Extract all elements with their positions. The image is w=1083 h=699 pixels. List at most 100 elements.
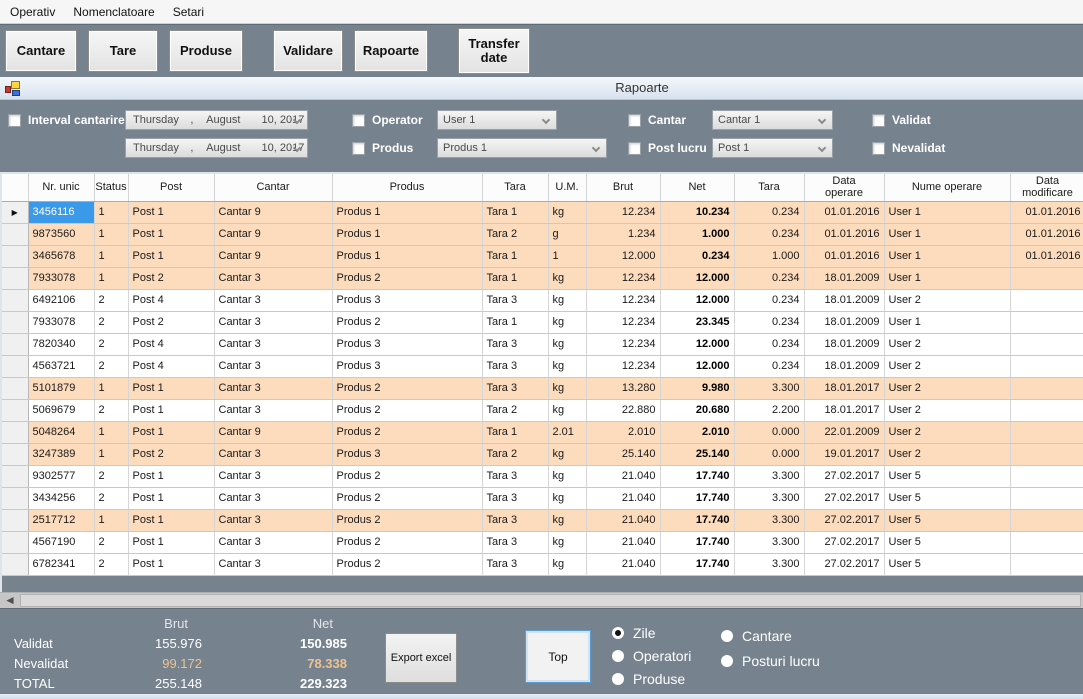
cell-cantar[interactable]: Cantar 3 [214, 509, 333, 532]
cell-status[interactable]: 2 [94, 399, 129, 422]
cell-produs[interactable]: Produs 3 [332, 333, 483, 356]
cell-nume_operare[interactable]: User 2 [884, 421, 1011, 444]
cell-produs[interactable]: Produs 3 [332, 355, 483, 378]
radio-circle-icon[interactable] [721, 630, 733, 642]
cell-nr_unic[interactable]: 4563721 [28, 355, 95, 378]
cell-data_operare[interactable]: 27.02.2017 [804, 553, 885, 576]
cell-brut[interactable]: 12.000 [586, 245, 661, 268]
cell-nume_operare[interactable]: User 2 [884, 377, 1011, 400]
cell-tara2[interactable]: 3.300 [734, 553, 805, 576]
cell-produs[interactable]: Produs 2 [332, 311, 483, 334]
cell-tara[interactable]: Tara 3 [482, 509, 549, 532]
cell-brut[interactable]: 21.040 [586, 553, 661, 576]
cell-produs[interactable]: Produs 2 [332, 509, 483, 532]
cell-data_modificare[interactable]: 01.01.2016 [1010, 201, 1083, 224]
cell-net[interactable]: 20.680 [660, 399, 735, 422]
radio-produse[interactable]: Produse [612, 671, 691, 687]
radio-cantare[interactable]: Cantare [721, 628, 820, 644]
cell-data_modificare[interactable] [1010, 399, 1083, 422]
cell-produs[interactable]: Produs 2 [332, 487, 483, 510]
row-selector-cell[interactable] [2, 333, 29, 356]
column-header-brut[interactable]: Brut [586, 174, 661, 202]
cell-status[interactable]: 2 [94, 311, 129, 334]
table-row[interactable]: 3247389 1 Post 2 Cantar 3 Produs 3 Tara 2 kg 25… [2, 443, 1083, 466]
column-header-um[interactable]: U.M. [548, 174, 587, 202]
table-row[interactable]: 2517712 1 Post 1 Cantar 3 Produs 2 Tara 3 kg 21… [2, 509, 1083, 532]
cell-post[interactable]: Post 1 [128, 553, 215, 576]
cell-data_modificare[interactable] [1010, 355, 1083, 378]
cell-post[interactable]: Post 4 [128, 333, 215, 356]
cell-um[interactable]: g [548, 223, 587, 246]
row-selector-cell[interactable] [2, 289, 29, 312]
scroll-left-icon[interactable]: ◄ [4, 593, 16, 607]
cell-net[interactable]: 23.345 [660, 311, 735, 334]
cell-nume_operare[interactable]: User 2 [884, 289, 1011, 312]
cell-cantar[interactable]: Cantar 3 [214, 487, 333, 510]
cell-um[interactable]: kg [548, 509, 587, 532]
cell-status[interactable]: 1 [94, 443, 129, 466]
cell-net[interactable]: 17.740 [660, 465, 735, 488]
cell-nume_operare[interactable]: User 1 [884, 245, 1011, 268]
cantare-button[interactable]: Cantare [5, 30, 77, 72]
cell-status[interactable]: 1 [94, 377, 129, 400]
cell-data_operare[interactable]: 27.02.2017 [804, 531, 885, 554]
cell-nr_unic[interactable]: 5101879 [28, 377, 95, 400]
cell-produs[interactable]: Produs 3 [332, 443, 483, 466]
row-selector-cell[interactable] [2, 355, 29, 378]
cell-brut[interactable]: 25.140 [586, 443, 661, 466]
cell-cantar[interactable]: Cantar 3 [214, 553, 333, 576]
cell-nume_operare[interactable]: User 5 [884, 487, 1011, 510]
table-row[interactable]: 9873560 1 Post 1 Cantar 9 Produs 1 Tara 2 g 1.2… [2, 223, 1083, 246]
cell-um[interactable]: kg [548, 289, 587, 312]
scrollbar-thumb[interactable] [20, 594, 1081, 607]
horizontal-scrollbar[interactable]: ◄ [0, 592, 1083, 608]
cell-nr_unic[interactable]: 7933078 [28, 311, 95, 334]
cell-nr_unic[interactable]: 9302577 [28, 465, 95, 488]
cell-brut[interactable]: 12.234 [586, 289, 661, 312]
nevalidat-checkbox[interactable] [872, 141, 885, 155]
column-header-data_modificare[interactable]: Data modificare [1010, 174, 1083, 202]
cell-net[interactable]: 12.000 [660, 333, 735, 356]
date-to-picker[interactable]: Thursday , August 10, 2017 [125, 138, 308, 158]
cell-post[interactable]: Post 1 [128, 531, 215, 554]
cell-brut[interactable]: 1.234 [586, 223, 661, 246]
export-excel-button[interactable]: Export excel [385, 633, 457, 683]
cell-nume_operare[interactable]: User 5 [884, 509, 1011, 532]
cell-nume_operare[interactable]: User 5 [884, 553, 1011, 576]
cell-produs[interactable]: Produs 2 [332, 553, 483, 576]
cell-nr_unic[interactable]: 5048264 [28, 421, 95, 444]
row-selector-cell[interactable] [2, 399, 29, 422]
cell-data_operare[interactable]: 01.01.2016 [804, 245, 885, 268]
cell-cantar[interactable]: Cantar 9 [214, 223, 333, 246]
cell-status[interactable]: 1 [94, 201, 129, 224]
cell-tara[interactable]: Tara 3 [482, 553, 549, 576]
cell-nr_unic[interactable]: 6782341 [28, 553, 95, 576]
cell-produs[interactable]: Produs 2 [332, 465, 483, 488]
column-header-tara[interactable]: Tara [482, 174, 549, 202]
cell-brut[interactable]: 21.040 [586, 465, 661, 488]
cell-post[interactable]: Post 1 [128, 487, 215, 510]
cell-status[interactable]: 2 [94, 289, 129, 312]
post-lucru-checkbox[interactable] [628, 141, 641, 155]
cell-brut[interactable]: 2.010 [586, 421, 661, 444]
cell-net[interactable]: 17.740 [660, 553, 735, 576]
cell-tara2[interactable]: 0.000 [734, 443, 805, 466]
cell-data_modificare[interactable] [1010, 553, 1083, 576]
cell-tara[interactable]: Tara 3 [482, 531, 549, 554]
cell-tara[interactable]: Tara 1 [482, 311, 549, 334]
cell-status[interactable]: 1 [94, 267, 129, 290]
row-selector-cell[interactable] [2, 311, 29, 334]
cell-nr_unic[interactable]: 7820340 [28, 333, 95, 356]
cell-data_operare[interactable]: 18.01.2009 [804, 333, 885, 356]
cell-cantar[interactable]: Cantar 3 [214, 333, 333, 356]
cell-data_operare[interactable]: 18.01.2009 [804, 355, 885, 378]
validare-button[interactable]: Validare [273, 30, 343, 72]
cell-data_operare[interactable]: 19.01.2017 [804, 443, 885, 466]
cell-cantar[interactable]: Cantar 3 [214, 355, 333, 378]
operator-checkbox[interactable] [352, 113, 365, 127]
cell-brut[interactable]: 21.040 [586, 531, 661, 554]
cell-um[interactable]: kg [548, 553, 587, 576]
cell-data_modificare[interactable] [1010, 421, 1083, 444]
cell-net[interactable]: 17.740 [660, 531, 735, 554]
cell-um[interactable]: kg [548, 201, 587, 224]
